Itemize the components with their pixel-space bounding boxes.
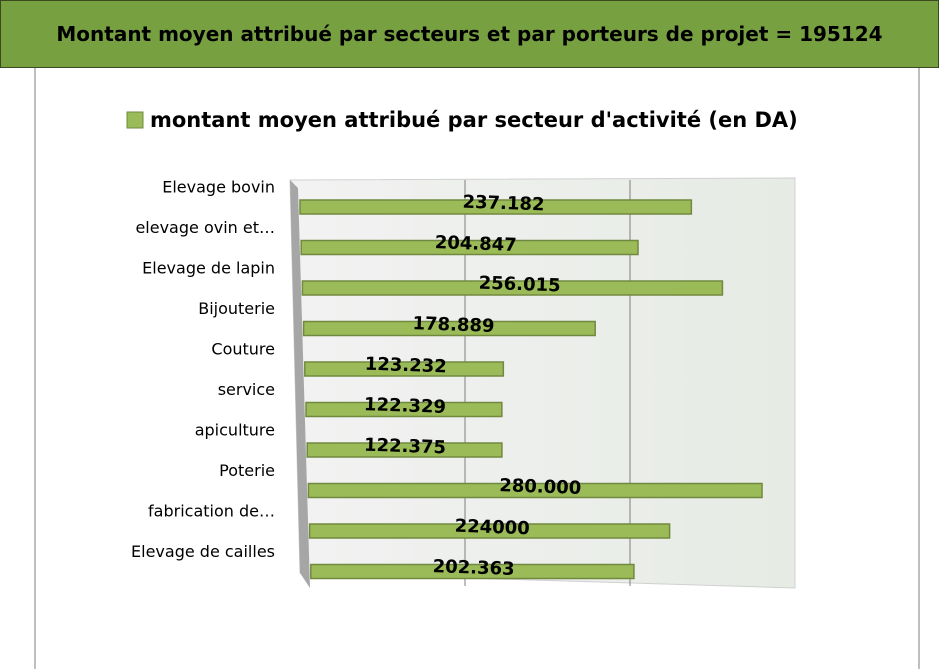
bar: [304, 361, 505, 377]
bar: [306, 442, 503, 458]
y-tick-label: elevage ovin et…: [135, 218, 275, 237]
y-tick-label: Couture: [211, 340, 275, 359]
data-label: 178.889: [412, 313, 495, 337]
y-tick-label: service: [218, 380, 275, 399]
y-tick-label: apiculture: [195, 421, 275, 440]
bar: [301, 280, 724, 296]
legend-swatch: [126, 111, 144, 129]
y-tick-label: Elevage de cailles: [131, 542, 275, 561]
y-tick-label: Elevage bovin: [162, 178, 275, 197]
y-tick-label: Poterie: [219, 461, 275, 480]
y-tick-label: fabrication de…: [148, 502, 275, 521]
bar: [302, 320, 596, 337]
data-label: 202.363: [432, 556, 515, 580]
bar: [308, 523, 671, 539]
chart: montant moyen attribué par secteur d'act…: [34, 68, 920, 669]
bar: [305, 401, 503, 418]
bar: [307, 482, 763, 499]
legend-label: montant moyen attribué par secteur d'act…: [150, 108, 798, 132]
bar: [300, 239, 639, 256]
bar: [299, 199, 693, 215]
data-label: 204.847: [434, 232, 517, 256]
data-label: 122.329: [364, 394, 447, 418]
data-label: 123.232: [364, 354, 447, 378]
y-tick-label: Bijouterie: [198, 299, 275, 318]
data-label: 280.000: [499, 475, 582, 499]
y-tick-label: Elevage de lapin: [142, 259, 275, 278]
data-label: 122.375: [364, 435, 447, 459]
data-label: 237.182: [462, 192, 545, 216]
header-title: Montant moyen attribué par secteurs et p…: [0, 0, 939, 68]
bar: [310, 563, 635, 580]
plot-side: [290, 180, 310, 588]
data-label: 224000: [454, 516, 530, 540]
data-label: 256.015: [478, 273, 561, 297]
